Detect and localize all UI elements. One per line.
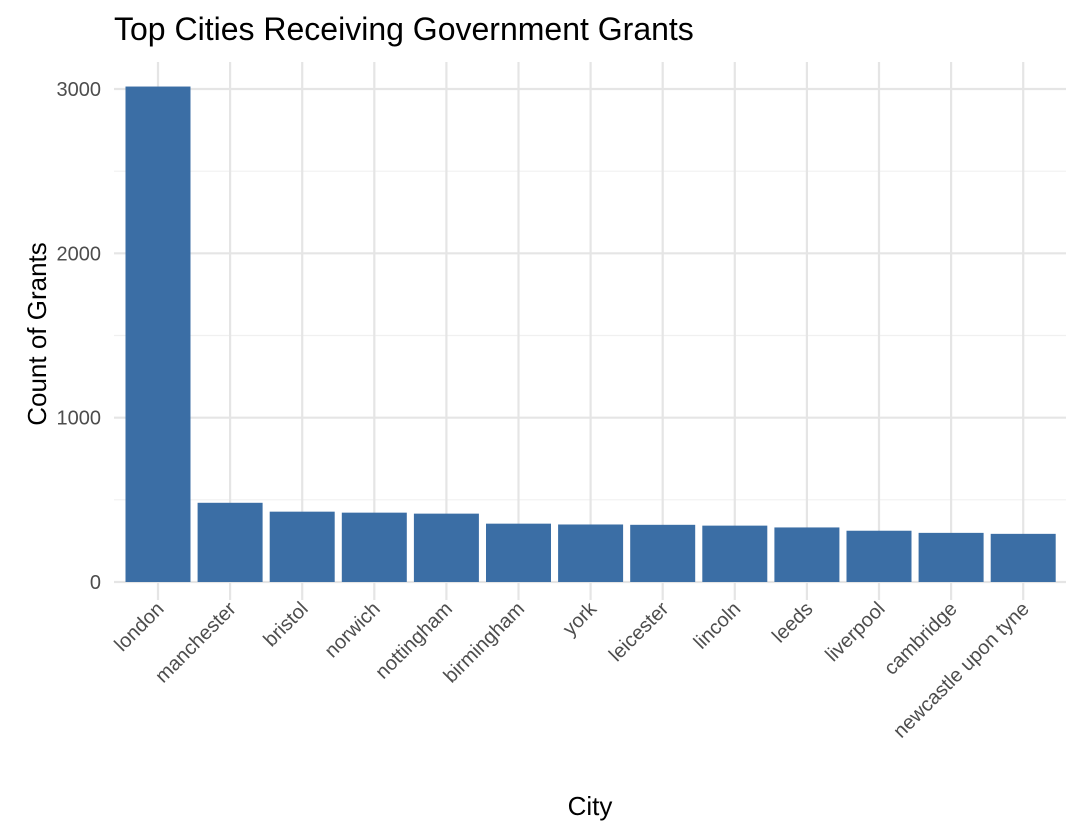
bar-newcastle-upon-tyne — [990, 533, 1056, 582]
y-tick-labels: 0 1000 2000 3000 — [57, 79, 102, 594]
y-tick-label: 1000 — [57, 408, 102, 430]
bar-norwich — [341, 512, 407, 582]
y-axis-title: Count of Grants — [22, 242, 52, 426]
y-tick-label: 0 — [90, 572, 101, 594]
bar-bristol — [269, 511, 335, 582]
grid — [114, 62, 1066, 600]
chart-title: Top Cities Receiving Government Grants — [114, 11, 694, 47]
x-tick-label: bristol — [259, 598, 312, 651]
y-tick-label: 2000 — [57, 243, 102, 265]
y-tick-label: 3000 — [57, 79, 102, 101]
bar-nottingham — [413, 513, 479, 582]
bar-cambridge — [918, 532, 984, 582]
bar-london — [125, 86, 191, 582]
x-tick-label: london — [111, 598, 169, 656]
x-tick-label: newcastle upon tyne — [889, 598, 1033, 742]
x-tick-label: leicester — [605, 598, 673, 666]
bar-york — [558, 524, 624, 582]
bar-leeds — [774, 527, 840, 582]
x-tick-label: liverpool — [821, 598, 889, 666]
x-tick-label: norwich — [321, 598, 385, 662]
bar-manchester — [197, 502, 263, 582]
x-tick-label: york — [559, 597, 602, 640]
bar-liverpool — [846, 530, 912, 582]
bar-birmingham — [486, 523, 551, 582]
x-tick-label: leeds — [768, 598, 817, 647]
bar-leicester — [630, 524, 696, 582]
bar-lincoln — [702, 525, 768, 582]
bars — [125, 86, 1056, 582]
x-axis-title: City — [568, 791, 613, 821]
x-tick-label: lincoln — [690, 598, 746, 654]
